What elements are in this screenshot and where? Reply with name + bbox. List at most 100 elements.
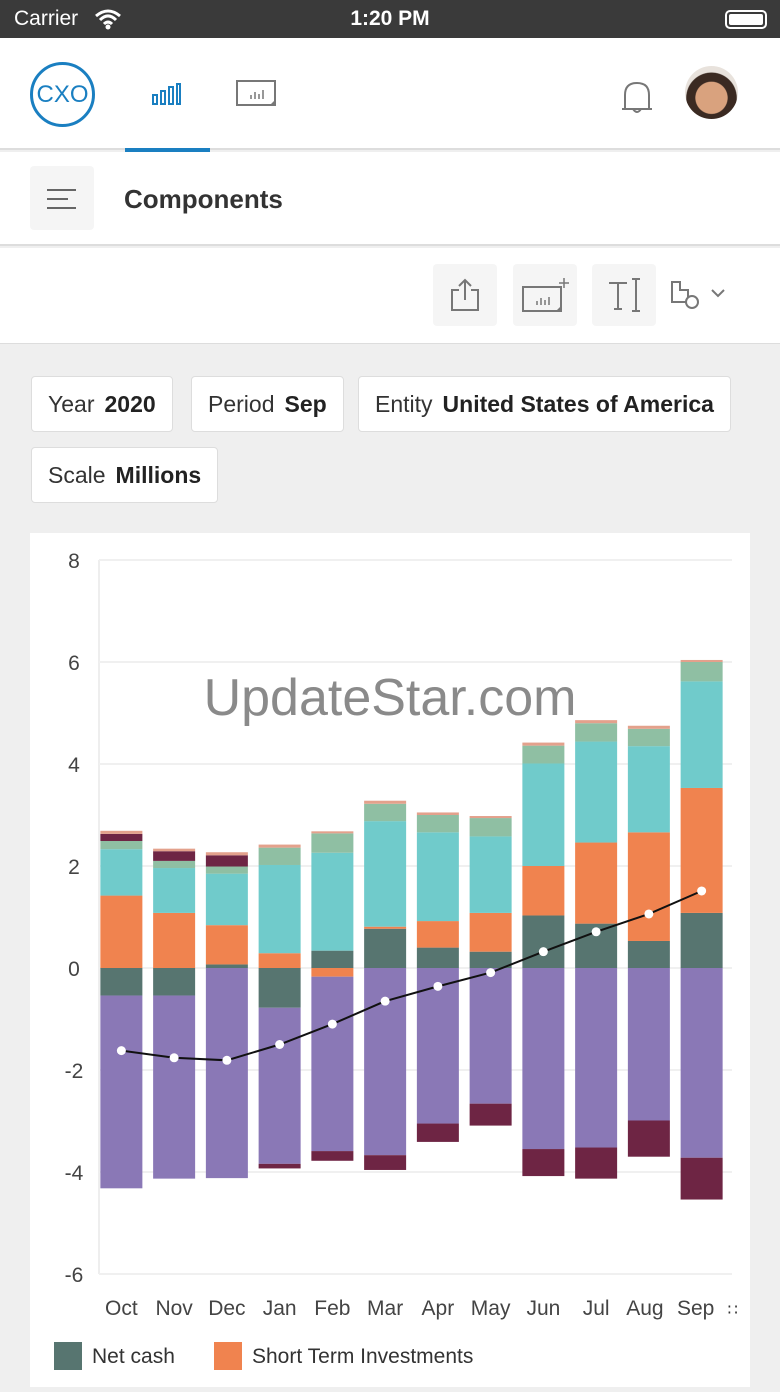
clock: 1:20 PM bbox=[350, 7, 430, 30]
bar-segment-s6 bbox=[469, 1103, 512, 1126]
hamburger-icon bbox=[47, 189, 76, 209]
bar-segment-sti bbox=[311, 968, 354, 977]
share-icon bbox=[451, 278, 479, 311]
bar-segment-s5 bbox=[575, 723, 618, 742]
page-title: Components bbox=[124, 184, 283, 214]
y-tick-label: 6 bbox=[68, 652, 80, 675]
bar-segment-net_cash bbox=[469, 951, 512, 968]
watermark: UpdateStar.com bbox=[204, 669, 577, 727]
bar-segment-sti bbox=[205, 925, 248, 965]
bar-segment-s3 bbox=[258, 1007, 301, 1164]
bar-segment-s7 bbox=[153, 848, 196, 852]
menu-button[interactable] bbox=[30, 166, 94, 230]
bar-segment-s3 bbox=[627, 968, 670, 1121]
line-point bbox=[538, 947, 548, 957]
y-tick-label: -6 bbox=[65, 1264, 84, 1287]
legend-swatch bbox=[214, 1342, 242, 1370]
line-series-total bbox=[121, 890, 703, 1062]
line-point bbox=[116, 1046, 126, 1056]
battery-icon bbox=[725, 10, 767, 29]
bar-segment-s6 bbox=[522, 1149, 565, 1177]
bar-segment-s6 bbox=[680, 1157, 723, 1200]
text-cursor-icon bbox=[609, 278, 640, 312]
line-point bbox=[486, 968, 496, 978]
bar-segment-s7 bbox=[469, 816, 512, 819]
bar-segment-s7 bbox=[364, 800, 407, 804]
add-chart-icon bbox=[522, 278, 569, 312]
share-button[interactable] bbox=[433, 264, 497, 326]
line-point bbox=[697, 886, 707, 896]
y-tick-label: 0 bbox=[68, 958, 80, 981]
bar-segment-s5 bbox=[100, 841, 143, 850]
filter-entity[interactable]: Entity United States of America bbox=[358, 376, 731, 432]
bar-segment-net_cash bbox=[153, 968, 196, 996]
bar-segment-s5 bbox=[258, 847, 301, 865]
bar-segment-net_cash bbox=[416, 947, 459, 968]
bar-segment-sti bbox=[364, 926, 407, 929]
bar-segment-s4 bbox=[153, 868, 196, 913]
x-tick-label: Oct bbox=[105, 1297, 138, 1320]
bar-segment-s4 bbox=[522, 763, 565, 866]
wifi-icon bbox=[95, 9, 121, 30]
bar-segment-s3 bbox=[205, 968, 248, 1179]
bar-segment-net_cash bbox=[680, 912, 723, 968]
bar-segment-s3 bbox=[575, 968, 618, 1148]
tab-charts[interactable] bbox=[125, 38, 210, 152]
notification-bell-icon[interactable] bbox=[620, 80, 654, 116]
shapes-dropdown[interactable] bbox=[668, 278, 732, 314]
x-tick-label: Sep bbox=[677, 1297, 714, 1320]
x-tick-label: Jan bbox=[263, 1297, 297, 1320]
toolbar bbox=[0, 248, 780, 344]
status-bar: Carrier 1:20 PM bbox=[0, 0, 780, 38]
tab-dashboard-icon[interactable] bbox=[236, 80, 278, 108]
bar-segment-s5 bbox=[416, 815, 459, 833]
bar-segment-sti bbox=[416, 921, 459, 948]
x-tick-label: Jul bbox=[583, 1297, 610, 1320]
bar-segment-sti bbox=[258, 953, 301, 968]
bar-segment-s6 bbox=[364, 1155, 407, 1170]
x-tick-label: May bbox=[471, 1297, 511, 1320]
bar-segment-s5 bbox=[364, 803, 407, 822]
line-point bbox=[433, 981, 443, 991]
filter-period[interactable]: Period Sep bbox=[191, 376, 344, 432]
bar-segment-s5 bbox=[522, 745, 565, 764]
bar-segment-s3 bbox=[522, 968, 565, 1150]
bar-segment-net_cash bbox=[522, 915, 565, 968]
bar-segment-s6 bbox=[575, 1147, 618, 1179]
filter-value: Sep bbox=[284, 390, 327, 417]
bar-segment-s7 bbox=[575, 720, 618, 724]
rss-icon: ∷ bbox=[728, 1302, 738, 1319]
carrier-label: Carrier bbox=[14, 7, 79, 30]
cxo-logo[interactable]: CXO bbox=[30, 62, 95, 127]
filter-scale[interactable]: Scale Millions bbox=[31, 447, 219, 503]
line-point bbox=[169, 1053, 179, 1063]
bar-segment-s4 bbox=[205, 873, 248, 926]
bar-segment-s7 bbox=[100, 830, 143, 834]
bar-segment-s7 bbox=[522, 742, 565, 746]
bar-segment-s4 bbox=[364, 821, 407, 927]
bar-segment-net_cash bbox=[205, 964, 248, 968]
x-tick-label: Mar bbox=[367, 1297, 403, 1320]
filter-label: Scale bbox=[48, 461, 106, 488]
filter-year[interactable]: Year 2020 bbox=[31, 376, 173, 432]
bar-segment-net_cash bbox=[100, 968, 143, 996]
bar-segment-s5 bbox=[205, 866, 248, 874]
bar-segment-s7 bbox=[680, 659, 723, 662]
shapes-icon bbox=[671, 281, 725, 309]
bar-segment-s4 bbox=[627, 746, 670, 833]
bar-segment-s5 bbox=[680, 662, 723, 682]
text-button[interactable] bbox=[592, 264, 656, 326]
y-tick-label: 8 bbox=[68, 550, 80, 573]
stacked-bar-chart: -6 -4 -2 0 2 4 6 8 UpdateStar.com Oct Nov Dec Jan Feb… bbox=[54, 550, 738, 1370]
filter-label: Year bbox=[48, 390, 95, 417]
y-tick-label: -4 bbox=[65, 1162, 84, 1185]
line-point bbox=[275, 1040, 285, 1049]
bar-segment-net_cash bbox=[627, 940, 670, 968]
x-tick-label: Jun bbox=[526, 1297, 560, 1320]
y-tick-label: -2 bbox=[65, 1060, 84, 1083]
add-chart-button[interactable] bbox=[513, 264, 577, 326]
filter-label: Entity bbox=[375, 390, 433, 417]
filter-label: Period bbox=[208, 390, 275, 417]
legend-swatch bbox=[54, 1342, 82, 1370]
user-avatar[interactable] bbox=[685, 66, 738, 119]
